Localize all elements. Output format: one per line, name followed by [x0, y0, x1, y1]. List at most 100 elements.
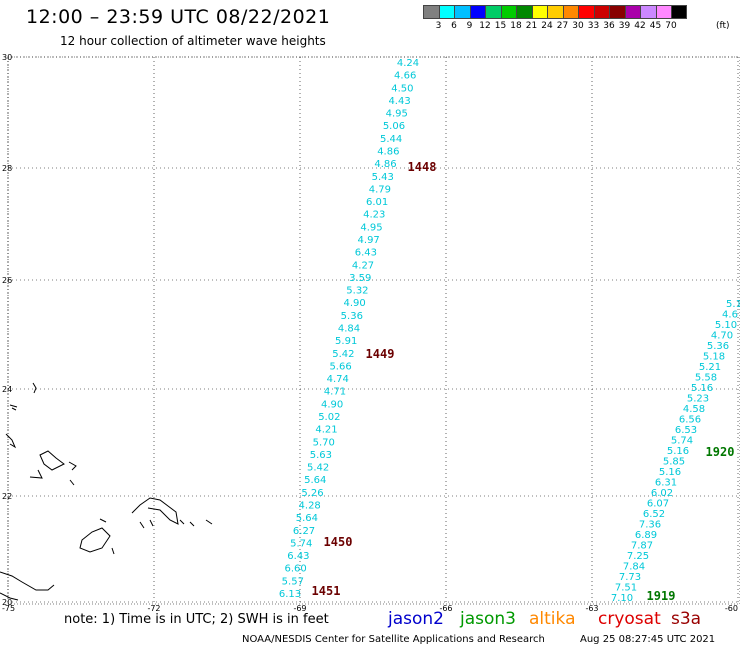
lat-label: 26 — [2, 276, 12, 285]
plot-frame — [7, 56, 740, 605]
color-scale-tick-label: 30 — [572, 21, 584, 31]
coast-hispaniola-n — [79, 527, 111, 553]
color-swatch — [438, 5, 454, 19]
wave-height-value: 4.24 — [397, 58, 419, 69]
chart-title: 12:00 – 23:59 UTC 08/22/2021 — [26, 6, 331, 28]
wave-height-value: 5.18 — [703, 352, 725, 363]
wave-height-value: 4.70 — [711, 331, 733, 342]
coast-island-c — [68, 461, 77, 471]
wave-height-value: 6.27 — [293, 526, 315, 537]
color-swatch — [423, 5, 439, 19]
color-swatch — [671, 5, 687, 19]
wave-height-value: 5.44 — [380, 134, 402, 145]
coast-andros — [5, 433, 17, 449]
wave-height-value: 6.52 — [643, 509, 665, 520]
color-scale-tick-label: 45 — [649, 21, 662, 31]
wave-height-value: 5.1 — [726, 299, 740, 310]
wave-height-value: 7.51 — [615, 583, 637, 594]
coast-caicos — [139, 519, 154, 529]
wave-height-value: 5.91 — [335, 336, 357, 347]
pass-time-label: 1920 — [706, 445, 735, 459]
color-scale-tick-label: 3 — [435, 21, 442, 31]
wave-height-value: 6.02 — [651, 488, 673, 499]
coast-inagua — [99, 518, 107, 523]
wave-height-value: 5.26 — [301, 488, 323, 499]
lon-label: -60 — [725, 604, 738, 613]
lat-label: 22 — [2, 492, 12, 501]
wave-height-value: 7.84 — [623, 562, 645, 573]
color-scale-tick-label: 42 — [634, 21, 646, 31]
wave-height-value: 6.31 — [655, 478, 677, 489]
color-swatch — [469, 5, 485, 19]
color-swatch — [578, 5, 594, 19]
color-swatch — [655, 5, 671, 19]
wave-height-value: 5.43 — [372, 172, 394, 183]
wave-height-value: 4.90 — [343, 298, 365, 309]
wave-height-value: 5.42 — [332, 349, 354, 360]
color-swatch — [531, 5, 547, 19]
wave-height-value: 5.06 — [383, 121, 405, 132]
color-swatch — [624, 5, 640, 19]
wave-height-value: 4.66 — [394, 71, 416, 82]
wave-height-value: 6.60 — [284, 564, 306, 575]
color-swatch — [593, 5, 609, 19]
wave-height-value: 4.28 — [299, 501, 321, 512]
axis-labels: 30 28 26 24 22 20-75 -72 -69 -66 -63 -60 — [2, 53, 738, 613]
color-scale-tick-label: 21 — [525, 21, 538, 31]
wave-height-value: 5.64 — [296, 513, 318, 524]
wave-height-value: 5.70 — [313, 437, 335, 448]
color-scale-tick-label: 24 — [541, 21, 553, 31]
pass-time-label: 1449 — [366, 347, 395, 361]
color-swatch — [485, 5, 501, 19]
coast-keys — [179, 519, 213, 527]
wave-height-value: 5.74 — [671, 436, 693, 447]
color-swatch — [640, 5, 656, 19]
footer-credit: NOAA/NESDIS Center for Satellite Applica… — [242, 634, 545, 645]
wave-height-value: 3.59 — [349, 273, 371, 284]
color-scale-tick-label: 70 — [665, 21, 677, 31]
graticule — [7, 56, 740, 603]
wave-height-value: 5.66 — [329, 361, 351, 372]
coast-eleuthera — [9, 404, 18, 411]
lon-label: -66 — [439, 604, 452, 613]
wave-height-value: 6.43 — [287, 551, 309, 562]
wave-height-value: 4.84 — [338, 324, 360, 335]
wave-height-value: 5.02 — [318, 412, 340, 423]
color-swatch — [562, 5, 578, 19]
lat-label: 20 — [2, 598, 12, 607]
wave-height-value: 4.50 — [391, 83, 413, 94]
color-scale-tick-label: 33 — [587, 21, 600, 31]
wave-height-value: 7.73 — [619, 572, 641, 583]
coast-turks — [131, 497, 179, 525]
track-pass-1448: 4.244.664.504.434.955.065.444.864.865.43… — [279, 58, 419, 600]
lon-label: -69 — [293, 604, 306, 613]
color-scale-bar — [423, 5, 687, 19]
wave-height-value: 5.85 — [663, 457, 685, 468]
lon-label: -75 — [2, 604, 15, 613]
wave-height-value: 5.21 — [699, 362, 721, 373]
legend-s3a: s3a — [671, 609, 702, 629]
wave-height-value: 4.58 — [683, 404, 705, 415]
wave-height-value: 6.01 — [366, 197, 388, 208]
legend-cryosat: cryosat — [598, 609, 661, 629]
color-scale-tick-label: 39 — [618, 21, 631, 31]
pass-time-label: 1448 — [408, 160, 437, 174]
wave-height-value: 5.10 — [715, 320, 737, 331]
pass-time-label: 1919 — [647, 589, 676, 603]
color-swatch — [547, 5, 563, 19]
coast-abaco — [32, 382, 37, 394]
legend-jason2: jason2 — [388, 609, 444, 629]
wave-height-value: 4.95 — [386, 109, 408, 120]
wave-height-value: 4.79 — [369, 184, 391, 195]
lat-label: 24 — [2, 385, 12, 394]
chart-subtitle: 12 hour collection of altimeter wave hei… — [60, 34, 326, 48]
wave-height-value: 6.13 — [279, 589, 301, 600]
wave-height-value: 5.16 — [659, 467, 681, 478]
legend-altika: altika — [529, 609, 576, 629]
color-swatch — [500, 5, 516, 19]
wave-height-value: 4.97 — [358, 235, 380, 246]
color-scale-labels: 3 6 9 12 15 18 21 24 27 30 33 36 39 42 45 70 — [423, 21, 679, 31]
color-swatch — [516, 5, 532, 19]
wave-height-value: 6.89 — [635, 530, 657, 541]
